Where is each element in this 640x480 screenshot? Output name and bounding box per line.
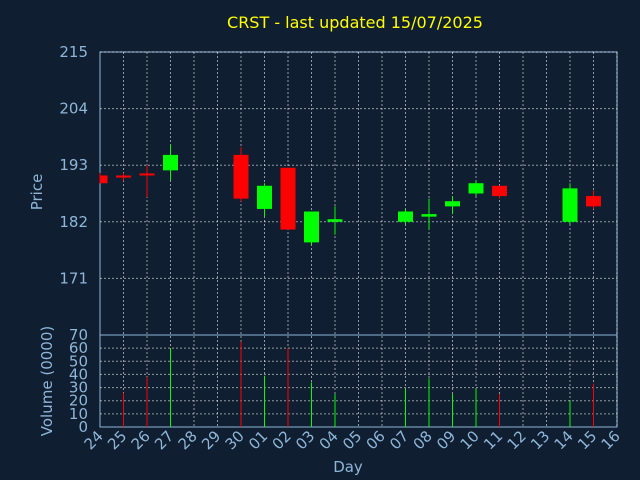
volume-tick-label: 60 (69, 339, 88, 357)
candle-body (100, 175, 108, 184)
price-tick-label: 204 (59, 100, 88, 118)
price-tick-label: 171 (59, 269, 88, 287)
volume-axis-label: Volume (0000) (38, 326, 56, 436)
volume-tick-label: 50 (69, 352, 88, 370)
candle-body (421, 214, 437, 217)
day-tick-label: 28 (175, 427, 201, 453)
day-tick-label: 04 (316, 427, 342, 453)
candle-body (139, 173, 155, 176)
day-tick-label: 13 (527, 427, 553, 453)
x-tick-labels: 2425262728293001020304050607080910111213… (81, 427, 624, 453)
candle-body (445, 201, 460, 207)
day-tick-label: 05 (339, 427, 365, 453)
candle-body (468, 183, 484, 194)
day-tick-label: 07 (386, 427, 412, 453)
day-tick-label: 02 (269, 427, 295, 453)
price-tick-label: 193 (59, 156, 88, 174)
candle-body (586, 196, 601, 207)
chart-title: CRST - last updated 15/07/2025 (227, 13, 483, 32)
candle-body (492, 185, 507, 197)
volume-tick-label: 40 (69, 365, 88, 383)
day-tick-label: 06 (363, 427, 389, 453)
day-tick-label: 11 (480, 427, 506, 453)
candle-body (233, 154, 249, 199)
day-tick-label: 09 (433, 427, 459, 453)
price-tick-label: 215 (59, 43, 88, 61)
volume-tick-label: 10 (69, 405, 88, 423)
candle-body (327, 219, 343, 222)
grid-lines (100, 51, 618, 427)
candle-body (304, 211, 319, 243)
candle-body (280, 167, 296, 230)
price-tick-label: 182 (59, 213, 88, 231)
day-axis-label: Day (333, 458, 363, 476)
day-tick-label: 29 (198, 427, 224, 453)
candle-body (562, 188, 578, 222)
candle-body (163, 154, 178, 171)
volume-tick-label: 70 (69, 326, 88, 344)
day-tick-label: 30 (222, 427, 248, 453)
day-tick-label: 12 (504, 427, 530, 453)
price-candles (99, 144, 601, 245)
day-tick-label: 15 (574, 427, 600, 453)
volume-bars (123, 341, 594, 427)
volume-tick-label: 0 (78, 418, 88, 436)
day-tick-label: 26 (128, 427, 154, 453)
day-tick-label: 25 (104, 427, 130, 453)
day-tick-label: 03 (292, 427, 318, 453)
day-tick-label: 08 (410, 427, 436, 453)
day-tick-label: 10 (457, 427, 483, 453)
candle-body (116, 175, 131, 178)
day-tick-label: 16 (598, 427, 624, 453)
candle-body (398, 211, 413, 222)
day-tick-label: 14 (551, 427, 577, 453)
day-tick-label: 01 (245, 427, 271, 453)
price-axis-label: Price (28, 174, 46, 211)
volume-tick-label: 30 (69, 379, 88, 397)
volume-tick-label: 20 (69, 392, 88, 410)
day-tick-label: 27 (151, 427, 177, 453)
candle-body (257, 185, 272, 209)
